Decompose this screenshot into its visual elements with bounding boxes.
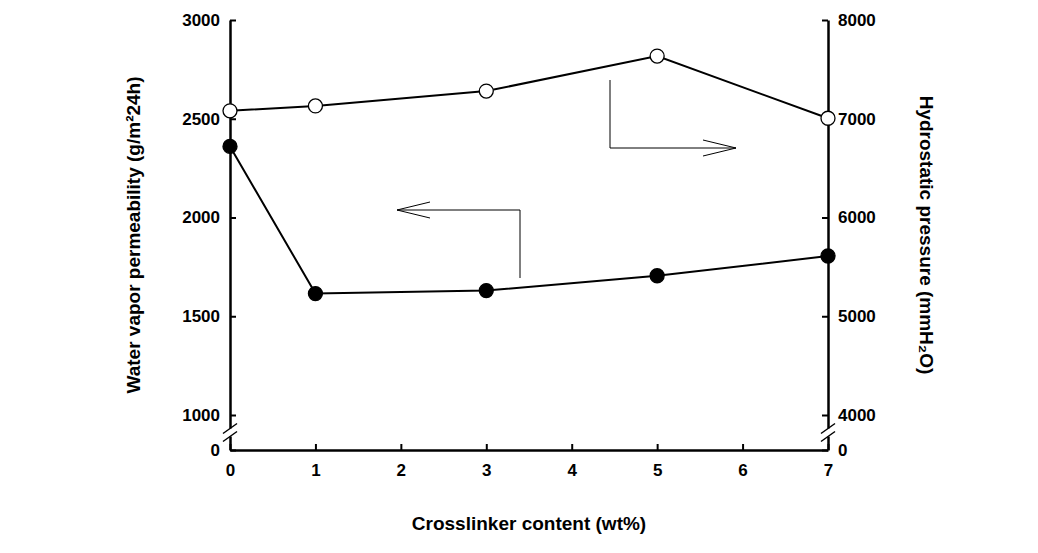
tick: 0: [211, 441, 236, 460]
plot-area: [223, 49, 835, 300]
tick: 8000: [822, 11, 876, 30]
tick: 5000: [822, 307, 876, 326]
tick: 4: [567, 444, 577, 480]
tick-label: 5000: [838, 307, 876, 326]
tick-mark: [230, 20, 236, 22]
chart: 0123456701000150020002500300004000500060…: [0, 0, 1038, 553]
tick: 1000: [182, 406, 236, 425]
tick-label: 4000: [838, 406, 876, 425]
tick-label: 6000: [838, 208, 876, 227]
tick: 6000: [822, 208, 876, 227]
tick-label: 7000: [838, 110, 876, 129]
tick-mark: [486, 444, 488, 450]
axis-line: [231, 449, 829, 452]
tick-label: 6: [738, 461, 747, 480]
tick-mark: [230, 415, 236, 417]
tick-label: 7: [824, 461, 833, 480]
y-axis: 0 1000 1500 2000 2500 3000: [182, 11, 236, 460]
tick-label: 1000: [182, 406, 220, 425]
y-axis-title: Water vapor permeability (g/m²24h): [123, 76, 144, 393]
tick-mark: [230, 450, 236, 452]
arrowhead: [703, 140, 736, 156]
arrow: [397, 210, 520, 278]
tick-mark: [822, 316, 828, 318]
marker: [308, 99, 322, 113]
tick-mark: [230, 316, 236, 318]
tick: 0: [822, 441, 847, 460]
tick-mark: [230, 217, 236, 219]
axis-break: [222, 424, 238, 442]
tick-mark: [822, 20, 828, 22]
axis-line: [229, 21, 232, 451]
tick-label: 2: [397, 461, 406, 480]
marker: [223, 139, 237, 153]
tick-mark: [400, 444, 402, 450]
tick-label: 0: [226, 461, 235, 480]
tick: 4000: [822, 406, 876, 425]
tick: 1: [311, 444, 320, 480]
tick-label: 0: [838, 441, 847, 460]
tick-label: 0: [211, 441, 220, 460]
tick-mark: [822, 415, 828, 417]
tick-mark: [822, 450, 828, 452]
marker: [223, 104, 237, 118]
tick-label: 3000: [182, 11, 220, 30]
tick: 6: [738, 444, 747, 480]
axis-arrows: [397, 80, 736, 278]
tick-label: 8000: [838, 11, 876, 30]
x-axis-title: Crosslinker content (wt%): [412, 513, 646, 534]
tick: 3: [482, 444, 491, 480]
marker: [821, 111, 835, 125]
series-line: [230, 56, 828, 118]
tick-label: 2500: [182, 110, 220, 129]
y2-axis-title: Hydrostatic pressure (mmH₂O): [916, 96, 937, 375]
tick-mark: [571, 444, 573, 450]
marker: [479, 284, 493, 298]
axis-break-line: [223, 432, 237, 442]
axis-break-line: [821, 424, 835, 434]
marker: [479, 84, 493, 98]
axis-line: [827, 21, 830, 451]
tick-mark: [657, 444, 659, 450]
tick-label: 5: [653, 461, 662, 480]
tick: 2: [397, 444, 406, 480]
marker: [821, 249, 835, 263]
y2-axis: 0 4000 5000 6000 7000 8000: [822, 11, 876, 460]
tick-mark: [315, 444, 317, 450]
tick: 7000: [822, 110, 876, 129]
marker: [650, 269, 664, 283]
tick-mark: [822, 217, 828, 219]
arrow: [610, 80, 736, 148]
tick-label: 3: [482, 461, 491, 480]
tick: 5: [653, 444, 662, 480]
marker: [650, 49, 664, 63]
series-line: [230, 146, 828, 293]
tick: 3000: [182, 11, 236, 30]
tick-label: 1: [311, 461, 320, 480]
tick-label: 2000: [182, 208, 220, 227]
tick: 1500: [182, 307, 236, 326]
axis-break-line: [223, 424, 237, 434]
axis-break-line: [821, 432, 835, 442]
tick: 2000: [182, 208, 236, 227]
arrowhead: [397, 202, 430, 218]
tick-label: 4: [567, 461, 577, 480]
x-axis: 0 1 2 3 4 5 6 7: [226, 444, 833, 480]
tick-label: 1500: [182, 307, 220, 326]
tick-mark: [230, 118, 236, 120]
marker: [308, 287, 322, 301]
axis-break: [820, 424, 836, 442]
tick-mark: [742, 444, 744, 450]
